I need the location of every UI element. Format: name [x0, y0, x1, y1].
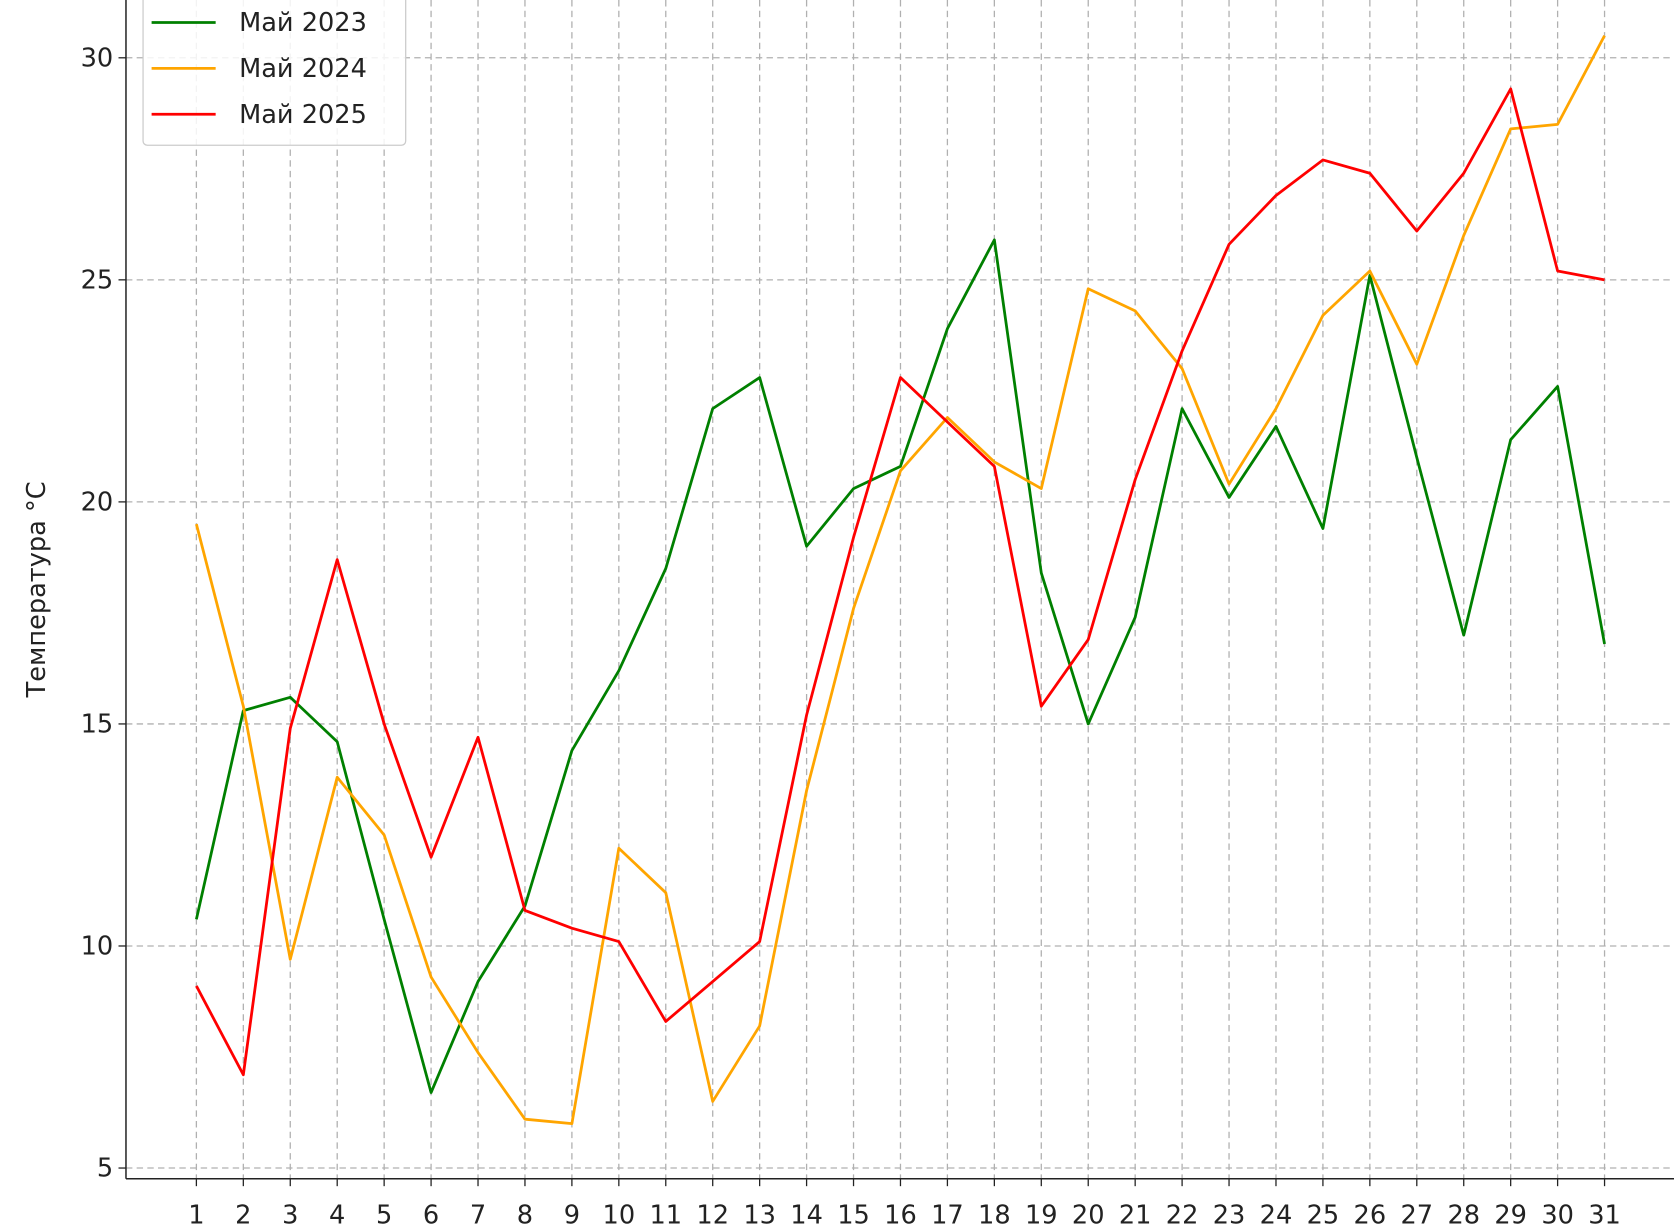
- x-tick-label: 21: [1119, 1201, 1152, 1230]
- x-tick-label: 2: [235, 1201, 251, 1230]
- legend-label: Май 2024: [239, 54, 367, 84]
- x-tick-label: 9: [564, 1201, 580, 1230]
- series-line: [195, 238, 1606, 1094]
- legend-box: [142, 0, 407, 146]
- x-tick-label: 5: [376, 1201, 392, 1230]
- x-tick-label: 28: [1447, 1201, 1480, 1230]
- y-axis-label: Температура °C: [22, 481, 52, 698]
- x-tick-label: 11: [649, 1201, 682, 1230]
- x-tick-label: 17: [931, 1201, 964, 1230]
- x-tick-label: 30: [1541, 1201, 1574, 1230]
- x-tick-label: 7: [470, 1201, 486, 1230]
- x-tick-label: 16: [884, 1201, 917, 1230]
- plot-area: [195, 34, 1606, 1126]
- x-tick-label: 10: [603, 1201, 636, 1230]
- y-tick-label: 5: [97, 1154, 113, 1184]
- x-tick-label: 23: [1213, 1201, 1246, 1230]
- series-line: [195, 87, 1605, 1077]
- y-tick-label: 15: [81, 709, 114, 739]
- x-tick-label: 22: [1166, 1201, 1199, 1230]
- legend-label: Май 2023: [239, 8, 367, 38]
- x-tick-label: 4: [329, 1201, 345, 1230]
- x-tick-label: 26: [1354, 1201, 1387, 1230]
- y-tick-label: 25: [81, 265, 114, 295]
- x-tick-label: 18: [978, 1201, 1011, 1230]
- x-tick-label: 24: [1260, 1201, 1293, 1230]
- y-tick-label: 10: [81, 932, 114, 962]
- x-tick-label: 25: [1307, 1201, 1340, 1230]
- series-line: [195, 34, 1606, 1126]
- x-tick-label: 14: [790, 1201, 823, 1230]
- x-tick-label: 19: [1025, 1201, 1058, 1230]
- x-tick-label: 3: [282, 1201, 298, 1230]
- x-tick-label: 13: [743, 1201, 776, 1230]
- x-tick-label: 15: [837, 1201, 870, 1230]
- y-tick-label: 20: [81, 487, 114, 517]
- x-tick-label: 27: [1401, 1201, 1434, 1230]
- x-tick-label: 20: [1072, 1201, 1105, 1230]
- x-tick-label: 31: [1588, 1201, 1621, 1230]
- x-tick-label: 8: [517, 1201, 533, 1230]
- x-tick-label: 1: [188, 1201, 204, 1230]
- y-tick-label: 30: [81, 43, 114, 73]
- x-tick-label: 29: [1494, 1201, 1527, 1230]
- legend-label: Май 2025: [239, 100, 367, 130]
- x-tick-label: 12: [696, 1201, 729, 1230]
- x-tick-label: 6: [423, 1201, 439, 1230]
